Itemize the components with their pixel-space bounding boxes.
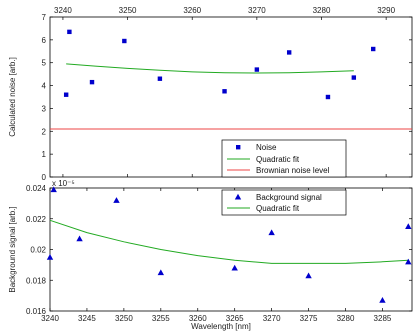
x-tick-label: 3280 <box>337 314 355 323</box>
y-axis-label: Background signal [arb.] <box>8 206 17 292</box>
x-tick-label: 3275 <box>300 314 318 323</box>
noise-point <box>254 67 260 72</box>
y-tick-label: 0.018 <box>26 276 47 285</box>
noise-point <box>63 92 69 97</box>
x-axis-label: Wavelength [nm] <box>191 322 251 331</box>
background-signal-point <box>379 297 386 303</box>
legend-box <box>221 189 347 216</box>
background-signal-point <box>157 269 165 276</box>
noise-point <box>157 76 163 81</box>
y-tick-label: 6 <box>42 36 47 45</box>
y-tick-label: 0.016 <box>26 307 47 316</box>
background-signal-point <box>46 253 54 260</box>
y-tick-label: 0.02 <box>30 246 46 255</box>
x-tick-label: 3260 <box>183 6 201 15</box>
background-panel: 3240 3245 3250 3255 3260 3265 3270 3275 3280 3285… <box>8 184 413 331</box>
x-tick-label: 3290 <box>377 6 395 15</box>
x-tick-label: 3255 <box>152 314 170 323</box>
legend-signal-label: Background signal <box>256 193 322 202</box>
noise-point <box>122 38 127 44</box>
x-tick-label: 3240 <box>54 6 72 15</box>
y-tick-label: 4 <box>42 82 47 91</box>
x-tick-label: 3265 <box>226 314 244 323</box>
background-signal-point <box>268 229 275 236</box>
quadratic-fit-line <box>49 219 409 264</box>
legend-signal-marker <box>234 193 242 200</box>
y-scale-label: x 10⁻⁵ <box>52 179 75 188</box>
legend-brownian-label: Brownian noise level <box>256 166 330 175</box>
x-tick-label: 3270 <box>263 314 281 323</box>
legend-noise-marker <box>236 145 241 150</box>
x-tick-label: 3270 <box>248 6 266 15</box>
x-tick-label: 3250 <box>115 314 133 323</box>
x-tick-label: 3250 <box>119 6 137 15</box>
noise-point <box>351 75 357 80</box>
noise-panel: 3240 3250 3260 3270 3280 3290 0 1 2 3 4 5 6 7 x 10⁻⁵ Ca… <box>8 6 413 188</box>
legend-fit-label: Quadratic fit <box>256 204 300 213</box>
noise-point <box>222 89 227 94</box>
y-tick-label: 7 <box>42 13 47 22</box>
x-tick-label: 3280 <box>313 6 331 15</box>
legend-fit-label: Quadratic fit <box>256 155 300 164</box>
quadratic-fit-line <box>66 63 354 74</box>
background-signal-point <box>305 272 312 279</box>
x-tick-label: 3245 <box>78 314 96 323</box>
y-axis-label: Calculated noise [arb.] <box>8 57 17 137</box>
x-tick-label: 3260 <box>189 314 207 323</box>
y-tick-label: 0.024 <box>26 184 47 193</box>
legend-noise-label: Noise <box>256 143 277 152</box>
background-signal-point <box>50 186 57 193</box>
noise-point <box>325 94 331 100</box>
x-tick-label: 3240 <box>41 314 59 323</box>
background-signal-point <box>76 235 83 242</box>
x-tick-label: 3285 <box>374 314 392 323</box>
y-tick-label: 3 <box>42 104 47 113</box>
noise-point <box>67 29 72 35</box>
y-tick-label: 0 <box>42 173 47 182</box>
y-tick-label: 0.022 <box>26 215 47 224</box>
y-tick-label: 2 <box>42 127 47 136</box>
y-tick-label: 5 <box>42 59 47 68</box>
noise-point <box>286 50 292 55</box>
background-signal-point <box>405 223 412 229</box>
background-signal-point <box>231 264 238 271</box>
background-signal-point <box>113 197 120 203</box>
y-tick-label: 1 <box>42 150 47 159</box>
noise-point <box>89 79 95 85</box>
noise-point <box>371 46 376 52</box>
background-signal-point <box>405 258 412 265</box>
